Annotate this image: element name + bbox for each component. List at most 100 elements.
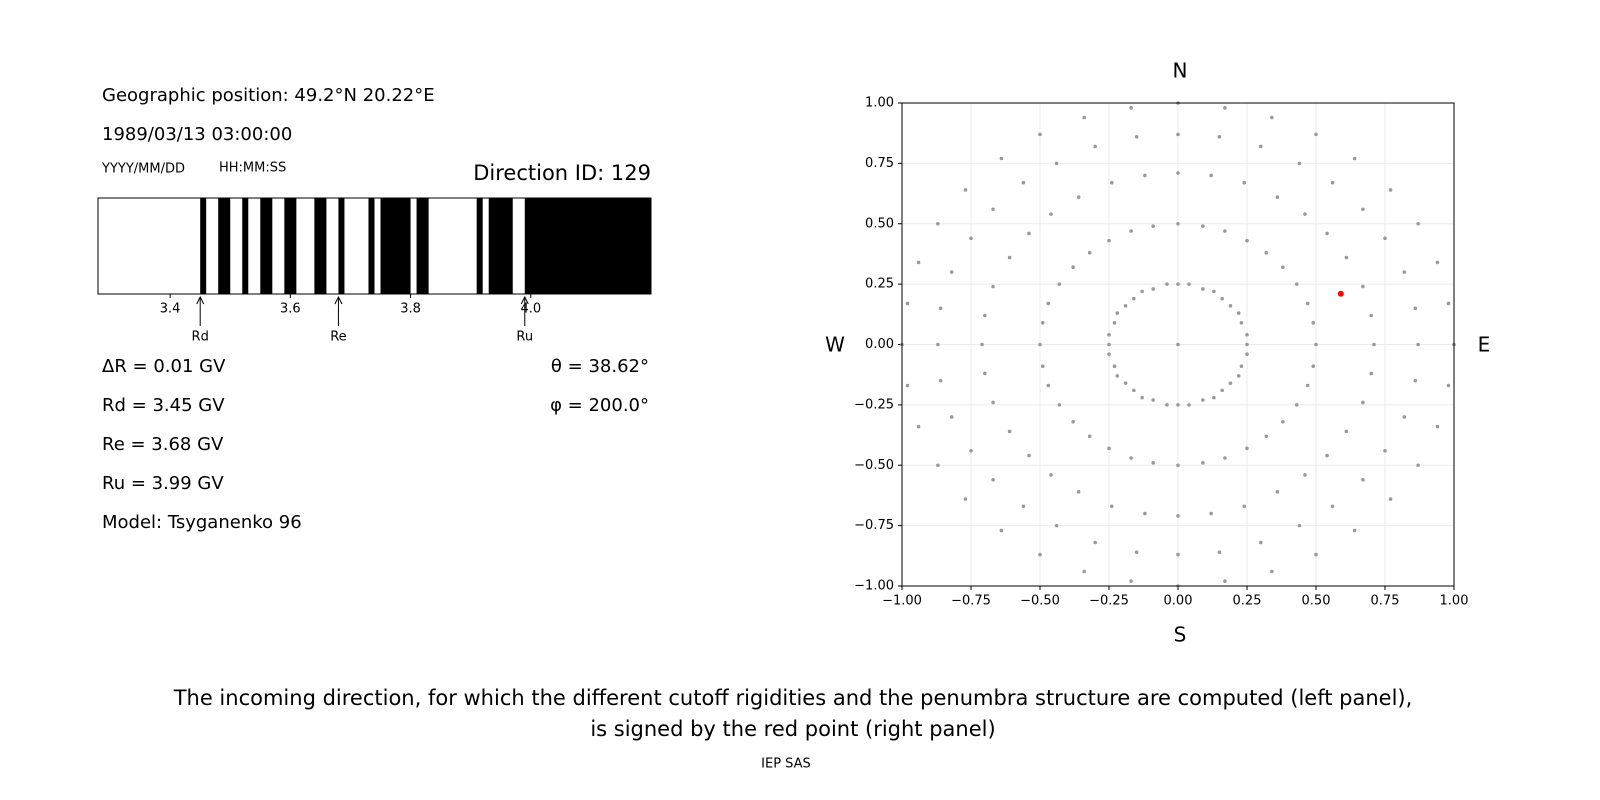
direction-point	[938, 306, 943, 311]
y-tick-label: 0.25	[865, 277, 894, 292]
direction-point	[1217, 550, 1222, 554]
direction-point	[1325, 453, 1329, 458]
direction-point	[1132, 388, 1136, 393]
direction-point	[1057, 282, 1062, 286]
direction-point	[1416, 463, 1420, 468]
direction-point	[1165, 403, 1169, 407]
direction-point	[1228, 304, 1233, 308]
direction-point	[1245, 333, 1249, 337]
direction-point	[1330, 180, 1335, 185]
direction-point	[999, 528, 1004, 533]
direction-point	[1082, 569, 1086, 574]
penumbra-band	[488, 198, 513, 294]
direction-point	[1236, 311, 1241, 315]
direction-point	[1220, 388, 1224, 393]
direction-point	[1129, 106, 1133, 110]
direction-point	[1129, 456, 1133, 460]
direction-point	[1082, 115, 1086, 120]
direction-point	[1021, 504, 1026, 509]
direction-point	[1361, 207, 1365, 212]
compass-east: E	[1478, 333, 1491, 357]
direction-point	[1049, 212, 1053, 216]
direction-point	[1143, 511, 1147, 516]
direction-point	[963, 497, 968, 501]
x-tick-label: 3.6	[280, 302, 301, 317]
marker-label: Rd	[192, 330, 209, 345]
direction-point	[1057, 403, 1062, 407]
penumbra-band	[218, 198, 231, 294]
direction-point	[1176, 282, 1180, 286]
x-tick-label: 4.0	[520, 302, 541, 317]
direction-point	[1275, 490, 1280, 494]
direction-point	[1325, 231, 1329, 236]
direction-point	[1402, 415, 1407, 419]
y-tick-label: −0.25	[854, 397, 894, 412]
direction-point	[1176, 132, 1180, 137]
x-tick-label: −0.75	[951, 594, 991, 609]
direction-point	[1388, 497, 1393, 501]
direction-point	[936, 221, 940, 226]
direction-point	[1352, 528, 1357, 533]
position: Geographic position: 49.2°N 20.22°E	[102, 85, 435, 106]
x-tick-label: 0.75	[1371, 594, 1400, 609]
direction-point	[1388, 188, 1393, 192]
y-tick-label: −1.00	[854, 579, 894, 594]
direction-point	[1071, 419, 1075, 424]
caption-line: The incoming direction, for which the di…	[173, 686, 1413, 710]
direction-point	[991, 477, 995, 482]
penumbra-band	[524, 198, 651, 294]
direction-point	[1107, 238, 1111, 243]
direction-point	[949, 415, 954, 419]
penumbra-band	[242, 198, 249, 294]
direction-point	[1242, 180, 1247, 185]
direction-point	[1040, 364, 1045, 369]
direction-point	[1176, 221, 1180, 226]
marker-arrowhead	[196, 295, 205, 305]
direction-point	[938, 378, 943, 383]
direction-point	[1132, 296, 1136, 301]
direction-point	[999, 156, 1004, 161]
penumbra-band	[284, 198, 297, 294]
direction-point	[1416, 221, 1420, 226]
y-tick-label: 0.50	[865, 216, 894, 231]
direction-point	[1259, 540, 1263, 545]
direction-point	[1294, 403, 1299, 407]
direction-point	[1223, 456, 1227, 460]
direction-point	[1228, 381, 1233, 385]
direction-point	[1176, 463, 1180, 468]
y-tick-label: 1.00	[865, 96, 894, 111]
info-line: Re = 3.68 GV	[102, 434, 224, 455]
direction-point	[1165, 282, 1169, 286]
direction-point	[1112, 320, 1117, 325]
direction-point	[963, 188, 968, 192]
direction-point	[1038, 132, 1042, 137]
datetime: 1989/03/13 03:00:00	[102, 124, 292, 145]
direction-point	[905, 301, 910, 306]
direction-point	[969, 236, 973, 241]
marker-arrowhead	[520, 295, 529, 305]
direction-point	[1264, 434, 1269, 439]
direction-point	[1223, 229, 1227, 233]
x-tick-label: −0.25	[1089, 594, 1129, 609]
direction-point	[1344, 255, 1349, 260]
direction-point	[1372, 342, 1376, 347]
direction-point	[1446, 301, 1451, 306]
direction-point	[1187, 403, 1191, 407]
direction-point	[1049, 473, 1053, 477]
y-tick-label: −0.75	[854, 518, 894, 533]
x-tick-label: 3.8	[400, 302, 421, 317]
direction-point	[1209, 173, 1213, 178]
direction-point	[980, 342, 984, 347]
direction-point	[1236, 374, 1241, 378]
info-line: ΔR = 0.01 GV	[102, 356, 226, 377]
direction-point	[1038, 552, 1042, 557]
direction-point	[1176, 514, 1180, 518]
direction-point	[1071, 265, 1075, 270]
plot-frame	[901, 102, 1455, 587]
direction-point	[1176, 342, 1180, 347]
direction-point	[1212, 289, 1216, 294]
direction-point	[1270, 115, 1274, 120]
caption-line: is signed by the red point (right panel)	[590, 717, 995, 741]
